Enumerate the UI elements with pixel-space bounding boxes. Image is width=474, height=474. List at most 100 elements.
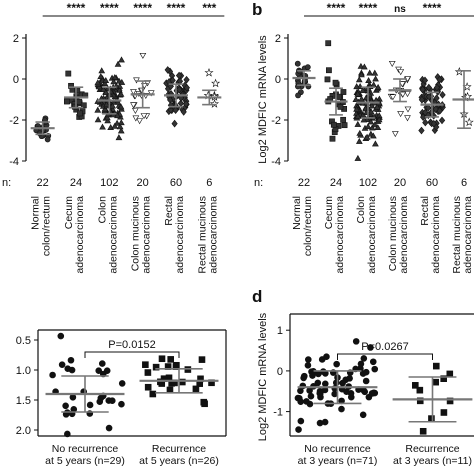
data-point: [440, 375, 447, 382]
data-point: [109, 102, 117, 109]
data-point: [371, 140, 379, 147]
data-point: [144, 369, 152, 376]
category-label: Rectaladenocarcinoma: [163, 196, 186, 274]
data-point: [368, 124, 376, 131]
data-point: [433, 83, 441, 92]
data-point: [164, 66, 171, 74]
data-point: [367, 108, 375, 115]
data-point: [108, 397, 116, 405]
data-point: [76, 110, 83, 117]
category-label: Colon mucinousadenocarcinoma: [387, 196, 410, 274]
n-prefix-label: n:: [2, 177, 11, 189]
data-point: [354, 112, 362, 119]
significance-marker: ns: [394, 4, 406, 15]
data-point: [131, 108, 139, 115]
n-count-label: 6: [461, 177, 467, 189]
data-point: [430, 119, 437, 128]
data-point: [177, 94, 185, 102]
category-label-line: at 3 years (n=71): [298, 455, 378, 467]
data-point: [432, 378, 439, 386]
data-point: [436, 75, 443, 84]
category-label-line: colon/rectum: [41, 196, 53, 256]
category-label-line: Recurrence: [405, 443, 459, 455]
category-label-line: at 3 years (n=11): [393, 455, 472, 467]
data-point: [329, 135, 336, 142]
category-label-line: No recurrence: [304, 443, 371, 455]
data-point: [446, 370, 454, 378]
data-point: [357, 360, 365, 368]
data-point: [118, 380, 126, 387]
data-point: [103, 114, 111, 121]
data-point: [428, 415, 435, 422]
data-point: [158, 355, 166, 363]
data-point: [204, 68, 214, 77]
data-point: [62, 402, 69, 410]
y-tick-label: 1.0: [16, 365, 31, 377]
data-point: [363, 133, 371, 140]
category-label-line: at 5 years (n=29): [45, 455, 125, 467]
data-point: [201, 400, 208, 408]
data-point: [371, 365, 379, 373]
data-point: [64, 430, 71, 438]
data-point: [399, 91, 407, 98]
category-label-line: Recurrence: [152, 443, 206, 455]
category-label: Colonadenocarcinoma: [96, 196, 119, 274]
category-label-line: colon/rectum: [302, 196, 314, 256]
data-point: [416, 397, 424, 405]
data-point: [117, 127, 125, 134]
data-point: [101, 80, 109, 87]
data-point: [192, 385, 200, 393]
data-point: [404, 91, 411, 98]
p-value-bracket: [84, 351, 180, 358]
data-point: [67, 356, 75, 364]
data-point: [368, 102, 376, 109]
category-label-line: No recurrence: [52, 443, 119, 455]
data-point: [404, 115, 411, 122]
data-point: [404, 106, 412, 113]
data-point: [304, 362, 312, 369]
data-point: [116, 123, 124, 130]
y-tick-label: 2: [13, 33, 19, 45]
p-value-bracket: [337, 353, 433, 360]
n-count-label: 102: [359, 177, 377, 189]
data-point: [97, 72, 105, 79]
chart-panel-0: -4-202**** **** **** **** ***n: 22 24 102 20 60 6N…: [2, 1, 225, 274]
significance-marker: ****: [100, 1, 119, 15]
data-point: [358, 95, 365, 102]
data-point: [419, 427, 427, 435]
significance-marker: ****: [167, 1, 186, 15]
y-axis-label: Log2 MDFIC mRNA levels: [257, 35, 269, 164]
panel-label: b: [252, 0, 262, 19]
significance-marker: ****: [327, 1, 346, 15]
data-point: [69, 393, 77, 401]
data-point: [140, 113, 148, 120]
data-point: [373, 103, 381, 110]
data-point: [321, 380, 329, 388]
data-point: [318, 356, 326, 363]
data-point: [303, 398, 310, 405]
chart-panel-3: -1 0 1 Log2 MDFIC mRNA levels d P=0.0267 No re…: [252, 287, 474, 467]
data-point: [397, 111, 405, 118]
data-point: [371, 69, 379, 76]
data-point: [96, 398, 104, 405]
n-count-label: 22: [37, 177, 49, 189]
data-point: [336, 93, 342, 100]
data-point: [198, 356, 206, 363]
data-point: [297, 398, 304, 406]
data-point: [368, 390, 376, 397]
data-point: [362, 368, 370, 376]
data-point: [172, 106, 179, 114]
data-point: [304, 356, 312, 363]
data-point: [366, 69, 374, 76]
data-point: [340, 89, 347, 95]
category-label: Cecumadenocarcinoma: [323, 196, 346, 274]
data-point: [118, 56, 125, 63]
data-point: [57, 332, 65, 340]
data-point: [341, 122, 348, 129]
category-label-line: Rectal: [163, 196, 175, 226]
data-point: [72, 103, 78, 110]
data-point: [102, 89, 110, 96]
category-label-line: adenocarcinoma: [430, 196, 442, 274]
data-point: [425, 83, 432, 92]
data-point: [367, 344, 374, 351]
